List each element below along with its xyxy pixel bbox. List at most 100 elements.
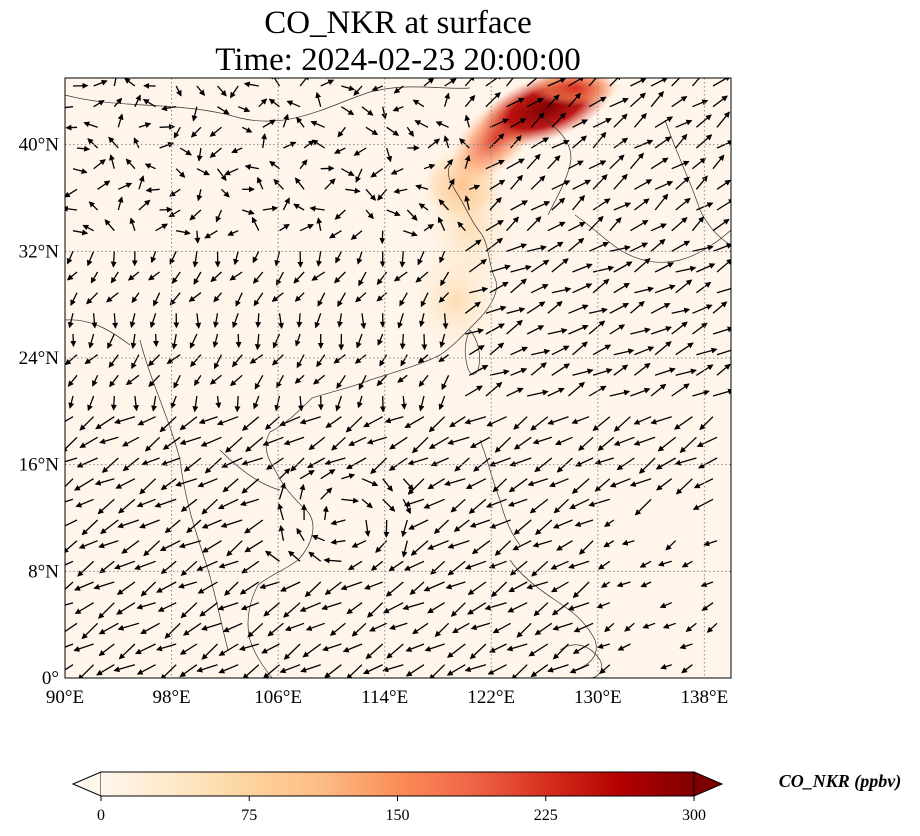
wind-arrow (140, 581, 157, 597)
wind-arrow (329, 622, 346, 636)
wind-arrow (650, 91, 664, 108)
wind-arrow (464, 239, 482, 252)
wind-arrow (264, 416, 280, 430)
wind-arrow (346, 664, 363, 678)
wind-arrow (159, 206, 173, 213)
wind-arrow (613, 202, 632, 211)
wind-arrow (191, 106, 198, 122)
wind-arrow (293, 271, 305, 284)
wind-arrow (550, 581, 569, 593)
wind-arrow (547, 78, 567, 87)
wind-arrow (315, 91, 322, 107)
wind-arrow (450, 602, 466, 617)
wind-arrow (427, 540, 449, 550)
wind-arrow (116, 581, 136, 595)
wind-arrow (65, 643, 74, 648)
wind-arrow (393, 188, 408, 194)
wind-arrow (613, 348, 635, 356)
wind-arrow (279, 468, 291, 480)
wind-arrow (530, 362, 547, 376)
wind-arrow (159, 540, 181, 552)
wind-arrow (571, 194, 585, 211)
wind-arrow (129, 217, 136, 231)
wind-arrow (222, 622, 243, 633)
wind-arrow (118, 643, 136, 660)
wind-arrow (507, 602, 528, 613)
wind-arrow (157, 602, 177, 612)
wind-arrow (117, 196, 124, 211)
wind-arrow (388, 560, 404, 572)
wind-arrow (513, 519, 532, 535)
wind-arrow (240, 602, 260, 611)
wind-arrow (75, 498, 94, 508)
wind-arrow (588, 78, 602, 87)
wind-arrow (453, 519, 470, 532)
wind-arrow (278, 525, 285, 541)
wind-arrow (464, 195, 471, 211)
wind-arrow (716, 179, 731, 190)
wind-arrow (346, 602, 363, 615)
wind-arrow (117, 622, 140, 631)
wind-arrow (341, 168, 355, 176)
wind-arrow (241, 126, 253, 133)
wind-arrow (547, 241, 564, 252)
wind-arrow (231, 147, 243, 154)
wind-arrow (488, 560, 507, 569)
wind-arrow (706, 622, 718, 633)
wind-arrow (409, 581, 425, 595)
lon-tick-label: 130°E (574, 687, 622, 708)
wind-arrow (530, 284, 549, 294)
wind-arrow (382, 498, 396, 512)
colorbar-tick-label: 225 (534, 807, 558, 824)
wind-arrow (114, 560, 136, 570)
wind-arrow (609, 217, 622, 232)
wind-arrow (609, 478, 631, 488)
wind-arrow (485, 381, 503, 397)
wind-arrow (691, 216, 705, 232)
wind-arrow (65, 124, 78, 131)
wind-arrow (278, 482, 286, 500)
wind-arrow (599, 664, 611, 674)
longitude-tick-labels: 90°E 98°E 106°E 114°E 122°E 130°E 138°E (46, 687, 728, 708)
wind-arrow (427, 138, 441, 149)
wind-arrow (97, 180, 111, 190)
wind-arrow (67, 313, 74, 329)
wind-arrow (79, 436, 98, 448)
wind-arrow (93, 581, 115, 590)
wind-arrow (302, 643, 322, 658)
wind-arrow (438, 292, 450, 303)
wind-arrow (510, 368, 528, 376)
wind-arrow (551, 258, 569, 273)
wind-arrow (447, 540, 470, 549)
wind-arrow (609, 245, 631, 252)
wind-arrow (401, 540, 408, 558)
wind-arrow (654, 284, 676, 294)
lat-tick-label: 8°N (28, 561, 59, 582)
wind-arrow (346, 457, 367, 470)
wind-arrow (148, 374, 161, 388)
wind-arrow (272, 333, 281, 349)
wind-arrow (67, 374, 78, 387)
wind-arrow (630, 78, 647, 87)
wind-arrow (345, 187, 361, 194)
wind-arrow (489, 281, 509, 294)
wind-arrow (182, 622, 202, 636)
wind-arrow (700, 581, 714, 588)
wind-arrow (310, 120, 325, 128)
wind-arrow (160, 664, 177, 678)
wind-arrow (229, 85, 239, 99)
wind-arrow (399, 292, 408, 307)
wind-arrow (597, 436, 615, 451)
wind-arrow (650, 416, 672, 425)
wind-arrow (572, 341, 588, 356)
wind-arrow (149, 313, 157, 329)
wind-arrow (696, 436, 718, 447)
wind-arrow (284, 622, 305, 632)
wind-arrow (212, 333, 219, 348)
wind-arrow (74, 478, 94, 491)
wind-arrow (311, 271, 326, 281)
colorbar: 0 75 150 225 300 CO_NKR (ppbv) (71, 771, 901, 824)
wind-arrow (254, 374, 264, 390)
wind-arrow (534, 622, 553, 636)
wind-arrow (144, 163, 156, 170)
